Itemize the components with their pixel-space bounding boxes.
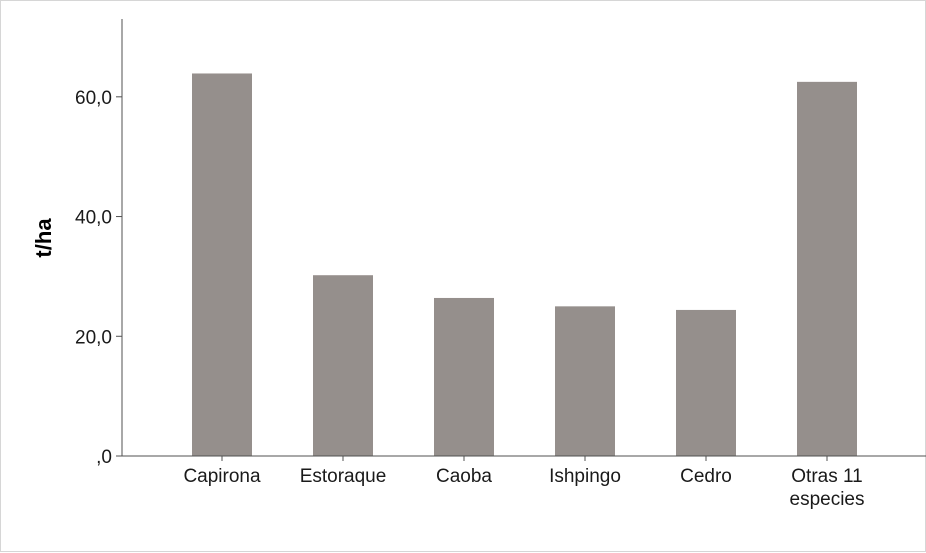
y-tick-label-0: ,0 [96,447,112,468]
x-tick-label-1: Estoraque [300,466,387,487]
bar-3 [555,306,615,456]
y-tick-label-3: 60,0 [75,88,112,109]
bar-0 [192,73,252,456]
bars-layer [192,73,857,456]
labels-layer: ,0 20,0 40,0 60,0 Capirona Estoraque Caoba Ishp… [75,88,864,510]
y-axis-title: t/ha [31,218,56,258]
axes-layer [116,19,926,461]
x-tick-label-4: Cedro [680,466,732,487]
y-tick-label-2: 40,0 [75,208,112,229]
y-tick-label-1: 20,0 [75,327,112,348]
x-tick-label-0: Capirona [183,466,261,487]
x-tick-label-5: Otras 11 especies [790,466,865,510]
bar-2 [434,297,494,456]
bar-5 [797,81,857,456]
bar-4 [676,309,736,456]
x-tick-label-3: Ishpingo [549,466,621,487]
bar-1 [313,275,373,456]
x-tick-label-2: Caoba [436,466,492,487]
